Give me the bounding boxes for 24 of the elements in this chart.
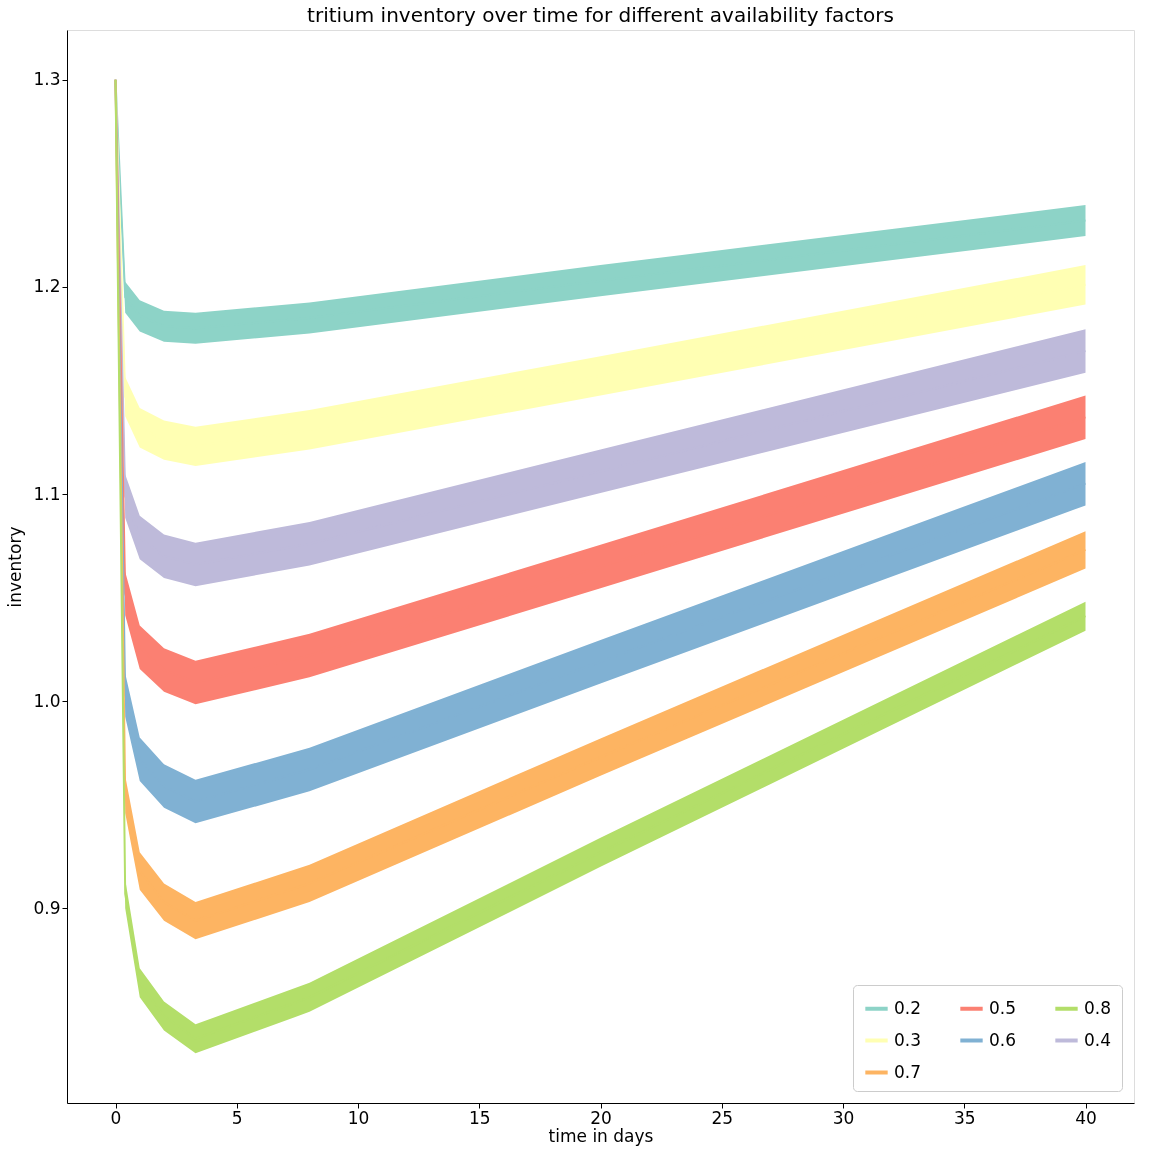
y-axis-title: inventory <box>5 526 26 608</box>
x-tick-label: 5 <box>231 1107 243 1128</box>
y-tick-label: 0.9 <box>33 897 61 918</box>
y-tick-label: 1.0 <box>33 690 61 711</box>
x-tick-label: 30 <box>832 1107 855 1128</box>
x-tick-label: 15 <box>468 1107 491 1128</box>
legend-label: 0.7 <box>894 1061 922 1082</box>
chart-title: tritium inventory over time for different availability factors <box>307 3 894 27</box>
legend-label: 0.4 <box>1084 1029 1112 1050</box>
legend-label: 0.8 <box>1084 997 1112 1018</box>
legend-label: 0.6 <box>989 1029 1017 1050</box>
x-tick-label: 40 <box>1075 1107 1097 1128</box>
y-tick-label: 1.2 <box>33 276 61 297</box>
legend-label: 0.2 <box>894 997 922 1018</box>
y-tick-label: 1.1 <box>33 483 61 504</box>
legend-label: 0.5 <box>989 997 1017 1018</box>
x-tick-label: 20 <box>590 1107 612 1128</box>
x-tick-label: 35 <box>953 1107 976 1128</box>
y-tick-label: 1.3 <box>33 69 61 90</box>
x-tick-label: 0 <box>110 1107 122 1128</box>
x-tick-label: 25 <box>711 1107 734 1128</box>
x-axis-title: time in days <box>548 1125 654 1146</box>
x-tick-label: 10 <box>347 1107 370 1128</box>
legend-label: 0.3 <box>894 1029 922 1050</box>
